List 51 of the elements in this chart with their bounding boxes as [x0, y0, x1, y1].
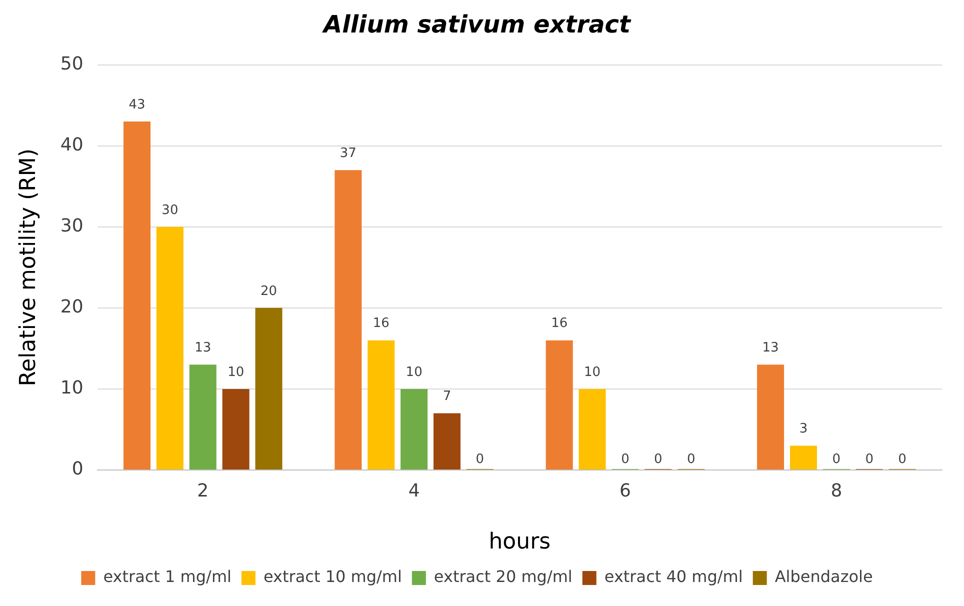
- data-label: 0: [686, 452, 696, 467]
- data-label: 0: [898, 452, 906, 467]
- data-label: 30: [162, 202, 178, 218]
- data-label: 13: [762, 340, 779, 356]
- data-label: 0: [832, 452, 841, 467]
- y-tick-label: 0: [72, 458, 84, 480]
- data-label: 3: [799, 422, 808, 437]
- bar: [255, 308, 282, 470]
- bar: [156, 226, 184, 470]
- bar: [189, 364, 216, 470]
- legend-label: extract 10 mg/ml: [263, 567, 402, 586]
- data-label: 0: [621, 452, 630, 467]
- data-label: 0: [476, 452, 484, 467]
- data-label: 10: [406, 364, 422, 380]
- legend-label: Albendazole: [774, 567, 873, 586]
- y-tick-label: 10: [60, 378, 84, 399]
- data-label: 0: [654, 452, 662, 467]
- x-axis-title: hours: [488, 530, 551, 555]
- bar: [757, 364, 784, 470]
- legend-label: extract 20 mg/ml: [434, 567, 572, 586]
- data-label: 10: [584, 364, 601, 380]
- bar: [400, 388, 428, 470]
- chart-title: Allium sativum extract: [322, 10, 632, 39]
- bar: [368, 340, 395, 470]
- y-tick-label: 40: [60, 134, 84, 156]
- x-tick-label: 8: [830, 480, 842, 502]
- data-label: 16: [372, 316, 390, 332]
- bar: [546, 340, 573, 470]
- x-tick-label: 4: [408, 480, 420, 502]
- legend-label: extract 1 mg/ml: [103, 567, 232, 586]
- x-tick-label: 2: [197, 480, 209, 502]
- data-label: 16: [551, 316, 568, 332]
- data-label: 20: [260, 284, 278, 299]
- data-label: 10: [228, 364, 244, 380]
- data-label: 13: [194, 340, 212, 356]
- y-tick-label: 30: [60, 216, 84, 237]
- bar: [334, 170, 362, 470]
- data-label: 0: [865, 452, 874, 467]
- data-label: 43: [128, 97, 146, 112]
- data-label: 7: [442, 389, 452, 404]
- bar: [124, 122, 151, 470]
- bar: [222, 388, 250, 470]
- data-label: 37: [340, 146, 356, 162]
- legend-label: extract 40 mg/ml: [604, 567, 743, 586]
- bar: [434, 413, 461, 470]
- y-tick-label: 50: [60, 53, 84, 74]
- x-tick-label: 6: [620, 480, 631, 502]
- bar: [578, 388, 606, 470]
- bar: [790, 446, 817, 470]
- y-tick-label: 20: [60, 296, 84, 318]
- y-axis-title: Relative motility (RM): [16, 148, 41, 386]
